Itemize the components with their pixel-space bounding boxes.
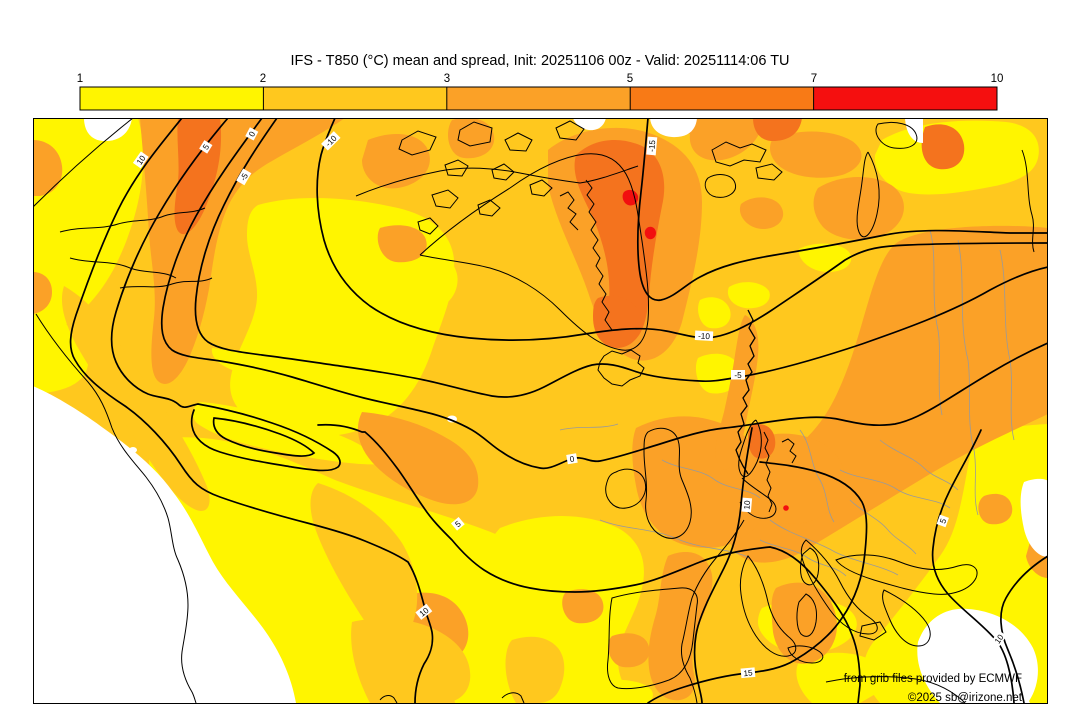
- svg-text:10: 10: [742, 500, 752, 510]
- svg-text:-5: -5: [734, 371, 742, 380]
- svg-text:IFS - T850 (°C) mean and sprea: IFS - T850 (°C) mean and spread, Init: 2…: [290, 53, 789, 69]
- svg-text:from grib files provided by EC: from grib files provided by ECMWF: [844, 673, 1022, 685]
- svg-text:5: 5: [938, 517, 948, 525]
- svg-text:-15: -15: [647, 139, 657, 152]
- svg-text:-10: -10: [698, 331, 711, 341]
- svg-text:5: 5: [627, 73, 633, 85]
- svg-text:©2025 sb@irizone.net: ©2025 sb@irizone.net: [908, 692, 1023, 704]
- svg-text:1: 1: [77, 73, 83, 85]
- svg-text:10: 10: [991, 73, 1004, 85]
- svg-text:15: 15: [743, 668, 753, 678]
- svg-text:0: 0: [569, 454, 575, 464]
- svg-text:2: 2: [260, 73, 266, 85]
- svg-text:5: 5: [454, 519, 464, 529]
- svg-text:7: 7: [811, 73, 817, 85]
- svg-text:5: 5: [201, 142, 211, 151]
- svg-text:0: 0: [247, 130, 257, 139]
- svg-text:3: 3: [444, 73, 450, 85]
- svg-text:-5: -5: [239, 171, 251, 182]
